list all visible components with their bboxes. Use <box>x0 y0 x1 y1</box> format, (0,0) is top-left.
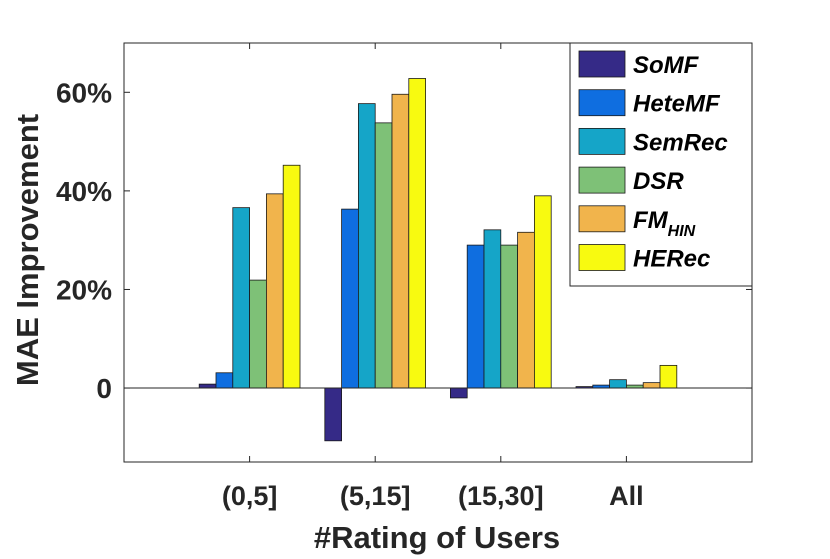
y-axis-ticks: 0 20% 40% 60% <box>56 77 752 404</box>
x-tick-label: (5,15] <box>340 481 411 511</box>
x-axis-label: #Rating of Users <box>314 520 560 555</box>
legend-label-semrec: SemRec <box>633 129 728 156</box>
bar-herec-0 <box>282 164 301 389</box>
x-axis-ticks: (0,5] (5,15] (15,30] All <box>222 43 644 511</box>
legend-swatch-fm <box>578 205 626 233</box>
legend-swatch-hetemf <box>578 89 626 117</box>
bar-hetemf-2 <box>466 244 485 389</box>
bar-fm-1 <box>391 93 410 389</box>
x-tick-label: (15,30] <box>458 481 544 511</box>
y-axis-label: MAE Improvement <box>10 114 45 386</box>
bar-somf-1 <box>324 387 342 442</box>
bar-semrec-1 <box>357 103 376 389</box>
y-tick-label: 0 <box>96 373 112 404</box>
bar-herec-1 <box>408 78 426 389</box>
y-tick-label: 40% <box>56 176 112 207</box>
y-tick-label: 20% <box>56 274 112 305</box>
legend-label-herec: HERec <box>633 246 710 273</box>
bar-somf-0 <box>198 383 217 389</box>
bar-herec-2 <box>534 195 552 389</box>
bar-semrec-0 <box>232 207 251 389</box>
bar-semrec-3 <box>609 379 627 389</box>
legend-label-somf: SoMF <box>633 52 700 79</box>
legend-swatch-somf <box>578 50 626 78</box>
legend-swatch-herec <box>578 244 626 271</box>
legend-swatch-semrec <box>578 127 626 155</box>
bar-semrec-2 <box>483 229 502 389</box>
x-tick-label: (0,5] <box>222 481 278 511</box>
legend-swatch-dsr <box>578 166 626 194</box>
bar-herec-3 <box>659 364 678 389</box>
y-tick-label: 60% <box>56 77 112 108</box>
x-tick-label: All <box>609 481 644 511</box>
bar-dsr-2 <box>500 244 518 389</box>
legend-label-hetemf: HeteMF <box>633 91 721 118</box>
bar-fm-3 <box>642 382 661 389</box>
bar-fm-2 <box>517 231 535 389</box>
bar-dsr-1 <box>374 122 393 389</box>
bars-layer <box>198 78 678 442</box>
bar-hetemf-1 <box>341 208 359 389</box>
legend-label-dsr: DSR <box>633 168 684 195</box>
bar-dsr-0 <box>249 279 267 389</box>
bar-hetemf-0 <box>215 372 234 389</box>
bar-fm-0 <box>265 193 284 389</box>
bar-somf-2 <box>449 387 468 399</box>
